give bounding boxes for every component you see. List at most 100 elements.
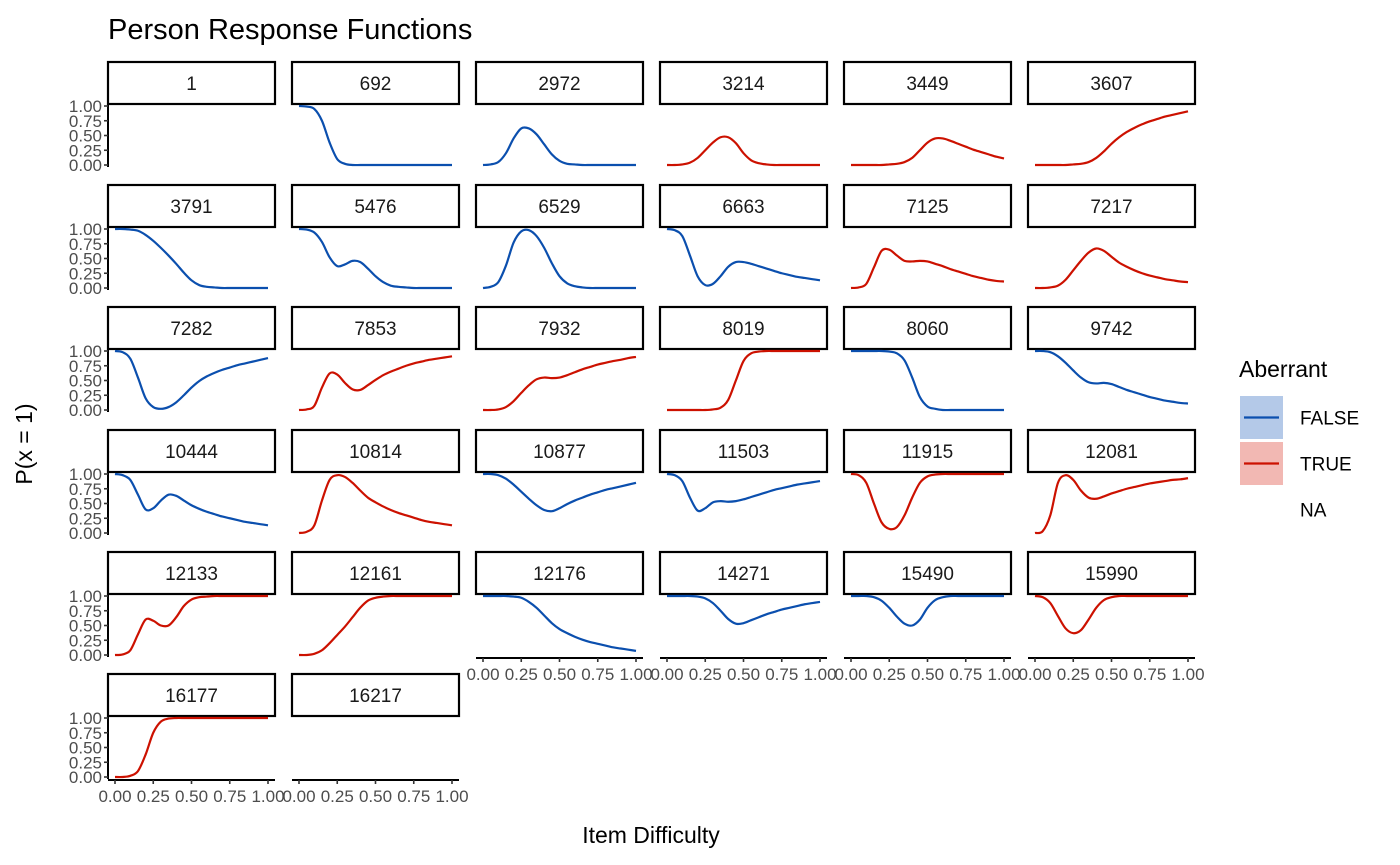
x-tick-label: 0.25 <box>689 665 722 684</box>
strip-label: 16217 <box>349 686 402 707</box>
x-tick-label: 0.00 <box>834 665 867 684</box>
facet-panel-12133: 12133 0.000.250.500.751.00 <box>69 550 277 665</box>
legend-entry-true: TRUE <box>1240 442 1352 485</box>
strip-box <box>290 550 461 596</box>
strip-label: 11503 <box>718 442 769 463</box>
strip-label: 2972 <box>538 74 580 95</box>
chart-title: Person Response Functions <box>108 14 472 46</box>
strip-box <box>474 428 645 474</box>
strip-box <box>290 428 461 474</box>
y-tick-label: 0.00 <box>69 156 102 175</box>
strip-box <box>658 305 829 351</box>
y-tick-label: 0.25 <box>69 631 102 650</box>
strip-label: 15490 <box>901 564 954 585</box>
facet-panel-7282: 7282 0.000.250.500.751.00 <box>69 305 277 420</box>
legend-label: NA <box>1300 501 1327 522</box>
strip-label: 12161 <box>349 564 402 585</box>
strip-box <box>474 183 645 229</box>
facet-panel-11503: 11503 <box>658 428 829 513</box>
strip-box <box>290 672 461 718</box>
facet-panel-5476: 5476 <box>290 183 461 290</box>
legend-entry-na: NA <box>1300 501 1327 522</box>
x-tick-label: 1.00 <box>619 665 652 684</box>
y-tick-label: 0.50 <box>69 127 102 146</box>
response-curve-3214 <box>666 135 820 167</box>
response-curve-12161 <box>298 594 452 657</box>
facet-panel-2972: 2972 <box>474 60 645 167</box>
strip-box <box>1026 183 1197 229</box>
response-curve-10444 <box>114 472 269 527</box>
x-tick-label: 0.00 <box>98 787 131 806</box>
facet-panel-10444: 10444 0.000.250.500.751.00 <box>69 428 277 543</box>
response-curve-10814 <box>298 473 453 535</box>
response-curve-7932 <box>482 355 637 412</box>
facet-panel-10814: 10814 <box>290 428 461 535</box>
facet-panel-692: 692 <box>290 60 461 167</box>
facet-panel-12081: 12081 <box>1026 428 1197 535</box>
strip-box <box>1026 550 1197 596</box>
x-tick-label: 0.75 <box>397 787 430 806</box>
y-tick-label: 0.75 <box>69 112 102 131</box>
response-curve-7853 <box>298 355 453 412</box>
x-tick-label: 0.00 <box>282 787 315 806</box>
y-tick-label: 0.00 <box>69 646 102 665</box>
legend: Aberrant FALSE TRUE NA <box>1239 356 1359 522</box>
x-tick-label: 0.25 <box>1057 665 1090 684</box>
x-tick-label: 1.00 <box>803 665 836 684</box>
response-curve-3791 <box>114 227 268 290</box>
facet-panel-6663: 6663 <box>658 183 829 287</box>
strip-box <box>1026 305 1197 351</box>
facet-panel-11915: 11915 <box>842 428 1013 531</box>
response-curve-5476 <box>298 227 452 290</box>
strip-box <box>658 550 829 596</box>
strip-label: 7282 <box>170 319 212 340</box>
x-tick-label: 0.75 <box>213 787 246 806</box>
facet-panel-7932: 7932 <box>474 305 645 412</box>
facet-panel-7853: 7853 <box>290 305 461 412</box>
y-tick-label: 0.00 <box>69 279 102 298</box>
strip-label: 10877 <box>533 442 586 463</box>
strip-label: 1 <box>186 74 197 95</box>
strip-label: 8019 <box>722 319 764 340</box>
response-curve-7125 <box>850 247 1005 290</box>
response-curve-692 <box>298 104 452 167</box>
strip-box <box>658 60 829 106</box>
x-tick-label: 0.50 <box>727 665 760 684</box>
y-tick-label: 0.00 <box>69 401 102 420</box>
strip-label: 3214 <box>722 74 765 95</box>
x-tick-label: 0.75 <box>765 665 798 684</box>
y-tick-label: 0.50 <box>69 372 102 391</box>
strip-label: 6529 <box>538 197 580 218</box>
x-tick-label: 1.00 <box>435 787 468 806</box>
response-curve-9742 <box>1034 349 1189 405</box>
x-tick-label: 0.75 <box>1133 665 1166 684</box>
response-curve-3449 <box>851 136 1005 167</box>
legend-label: TRUE <box>1300 455 1352 476</box>
strip-box <box>1026 428 1197 474</box>
facet-panel-8060: 8060 <box>842 305 1013 412</box>
y-tick-label: 0.25 <box>69 141 102 160</box>
y-tick-label: 1.00 <box>69 709 102 728</box>
strip-label: 8060 <box>906 319 948 340</box>
strip-box <box>842 183 1013 229</box>
strip-box <box>106 550 277 596</box>
x-tick-label: 1.00 <box>251 787 284 806</box>
strip-label: 7125 <box>906 197 948 218</box>
strip-box <box>474 60 645 106</box>
response-curve-8019 <box>667 349 820 412</box>
x-tick-label: 0.50 <box>1095 665 1128 684</box>
y-tick-label: 0.75 <box>69 357 102 376</box>
facet-panel-1: 1 0.000.250.500.751.00 <box>69 60 277 175</box>
y-tick-label: 0.75 <box>69 724 102 743</box>
facet-panel-16217: 16217 0.00 0.25 0.50 0.75 1.00 <box>282 672 469 806</box>
y-tick-label: 0.75 <box>69 602 102 621</box>
strip-box <box>658 428 829 474</box>
x-tick-label: 0.50 <box>543 665 576 684</box>
response-curve-11915 <box>850 472 1004 531</box>
strip-label: 10814 <box>349 442 402 463</box>
x-tick-label: 0.50 <box>911 665 944 684</box>
strip-box <box>474 550 645 596</box>
strip-label: 12133 <box>165 564 218 585</box>
x-tick-label: 1.00 <box>1171 665 1204 684</box>
